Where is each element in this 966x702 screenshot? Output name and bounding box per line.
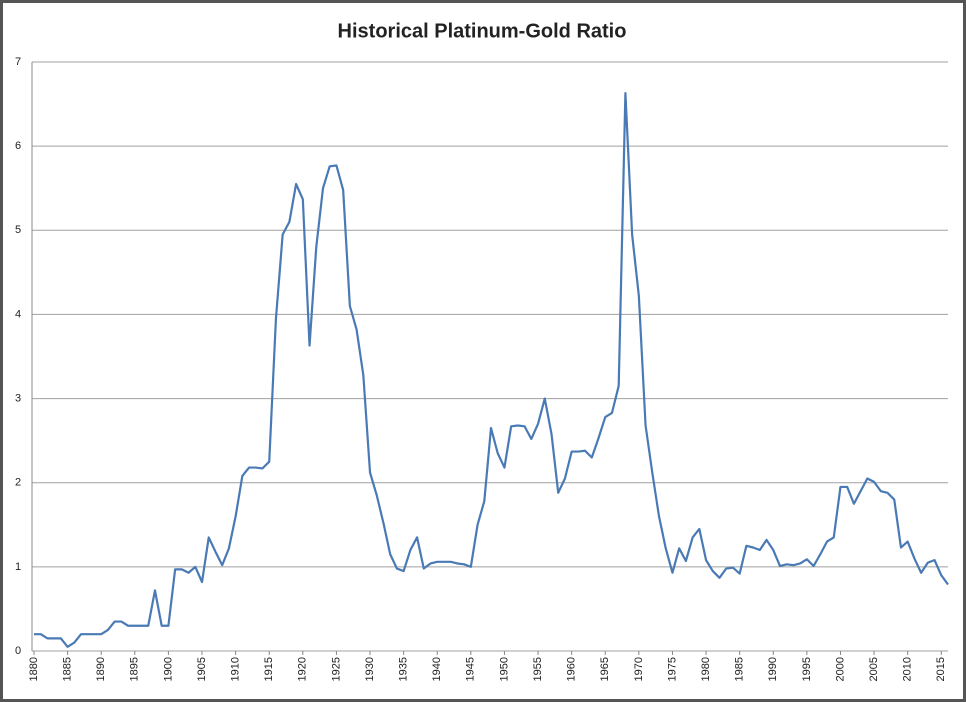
x-tick-label: 1990 bbox=[767, 657, 779, 681]
y-tick-label: 5 bbox=[15, 224, 21, 236]
x-tick-label: 1935 bbox=[398, 657, 410, 681]
y-tick-label: 2 bbox=[15, 477, 21, 489]
x-tick-label: 1980 bbox=[700, 657, 712, 681]
x-tick-label: 1905 bbox=[196, 657, 208, 681]
data-line bbox=[34, 92, 949, 648]
y-tick-label: 4 bbox=[15, 308, 21, 320]
x-tick-label: 1880 bbox=[28, 657, 40, 681]
x-tick-label: 2005 bbox=[868, 657, 880, 681]
x-tick-label: 2000 bbox=[834, 657, 846, 681]
x-tick-label: 1910 bbox=[230, 657, 242, 681]
y-tick-label: 0 bbox=[15, 645, 21, 657]
x-tick-label: 1900 bbox=[162, 657, 174, 681]
x-tick-label: 1955 bbox=[532, 657, 544, 681]
x-tick-label: 1975 bbox=[666, 657, 678, 681]
x-tick-label: 1920 bbox=[297, 657, 309, 681]
x-tick-label: 1915 bbox=[263, 657, 275, 681]
x-tick-label: 2015 bbox=[935, 657, 947, 681]
chart-title: Historical Platinum-Gold Ratio bbox=[338, 20, 627, 42]
y-tick-label: 3 bbox=[15, 392, 21, 404]
y-tick-label: 6 bbox=[15, 140, 21, 152]
x-tick-label: 1890 bbox=[95, 657, 107, 681]
x-tick-label: 1985 bbox=[734, 657, 746, 681]
x-tick-label: 1925 bbox=[330, 657, 342, 681]
x-tick-label: 1970 bbox=[633, 657, 645, 681]
x-tick-label: 2010 bbox=[902, 657, 914, 681]
x-tick-label: 1950 bbox=[498, 657, 510, 681]
y-tick-label: 7 bbox=[15, 56, 21, 68]
x-tick-label: 1960 bbox=[566, 657, 578, 681]
x-tick-label: 1965 bbox=[599, 657, 611, 681]
y-tick-label: 1 bbox=[15, 561, 21, 573]
x-tick-label: 1895 bbox=[129, 657, 141, 681]
x-tick-label: 1995 bbox=[801, 657, 813, 681]
x-tick-label: 1940 bbox=[431, 657, 443, 681]
x-tick-label: 1885 bbox=[62, 657, 74, 681]
x-tick-label: 1945 bbox=[465, 657, 477, 681]
x-tick-label: 1930 bbox=[364, 657, 376, 681]
